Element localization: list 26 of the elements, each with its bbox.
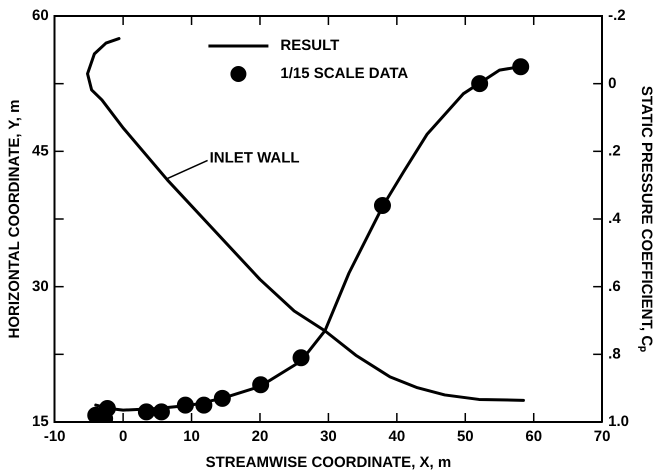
x-tick-label: 70 — [594, 428, 610, 446]
y-tick-label: 15 — [32, 413, 49, 430]
y-axis-title: HORIZONTAL COORDINATE, Y, m — [6, 100, 24, 338]
y2-axis-title: STATIC PRESSURE COEFFICIENT, Cₚ — [638, 86, 655, 352]
y-tick-label: 45 — [32, 142, 49, 160]
y2-tick-label: .4 — [608, 210, 622, 228]
y-tick-label: 30 — [32, 278, 49, 295]
x-tick-label: 20 — [252, 428, 268, 446]
y2-tick-label: 1.0 — [608, 413, 630, 430]
x-tick-label: 50 — [456, 428, 474, 446]
x-tick-label: 10 — [183, 428, 200, 446]
annotation: INLET WALL — [210, 150, 300, 167]
x-axis-title: STREAMWISE COORDINATE, X, m — [206, 454, 452, 472]
y2-tick-label: .2 — [608, 142, 621, 160]
legend-label: 1/15 SCALE DATA — [280, 65, 408, 82]
legend-label: RESULT — [280, 37, 340, 54]
x-tick-label: -10 — [44, 428, 66, 446]
x-tick-label: 30 — [320, 428, 337, 446]
x-tick-label: 40 — [388, 428, 406, 446]
y2-tick-label: -.2 — [608, 7, 626, 24]
x-tick-label: 60 — [525, 428, 542, 446]
y2-tick-label: .6 — [608, 278, 621, 295]
y2-tick-label: .8 — [608, 345, 621, 362]
y-tick-label: 60 — [32, 7, 49, 24]
x-tick-label: 0 — [118, 428, 128, 446]
y2-tick-label: 0 — [608, 74, 616, 92]
